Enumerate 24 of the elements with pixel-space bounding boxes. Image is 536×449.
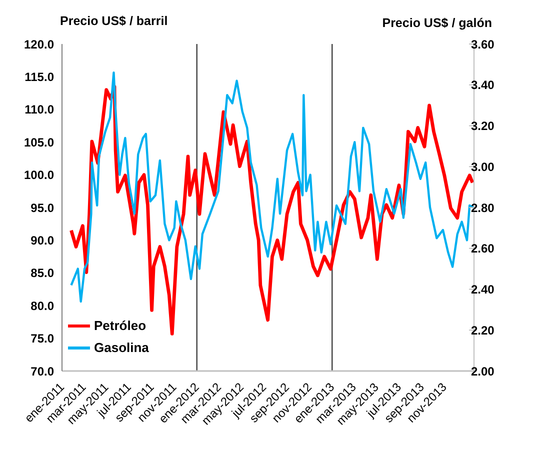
y-tick-label: 85.0 <box>30 266 54 280</box>
y2-tick-label: 2.20 <box>471 323 495 338</box>
y2-tick-label: 3.60 <box>471 37 495 52</box>
y2-tick-label: 2.80 <box>471 200 495 215</box>
y2-tick-label: 2.40 <box>471 282 495 297</box>
y2-tick-label: 2.00 <box>471 364 495 378</box>
y2-tick-label: 2.60 <box>471 242 495 256</box>
y-tick-label: 100.0 <box>24 168 54 182</box>
y-tick-label: 110.0 <box>24 102 54 117</box>
y-tick-label: 95.0 <box>30 200 54 215</box>
y-axis-title: Precio US$ / barril <box>60 14 168 28</box>
y-tick-label: 70.0 <box>30 364 54 378</box>
y-tick-label: 75.0 <box>30 332 54 346</box>
y-tick-label: 105.0 <box>24 135 54 150</box>
y2-tick-label: 3.20 <box>471 119 495 134</box>
y2-tick-label: 3.40 <box>471 78 495 92</box>
y-tick-label: 80.0 <box>30 298 54 313</box>
y-tick-label: 90.0 <box>30 233 54 248</box>
legend-label: Gasolina <box>94 339 149 357</box>
y-tick-label: 120.0 <box>24 37 54 52</box>
y-tick-label: 115.0 <box>24 70 54 84</box>
y2-tick-label: 3.00 <box>471 160 495 174</box>
legend-label: Petróleo <box>94 317 146 335</box>
y2-axis-title: Precio US$ / galón <box>382 16 492 30</box>
